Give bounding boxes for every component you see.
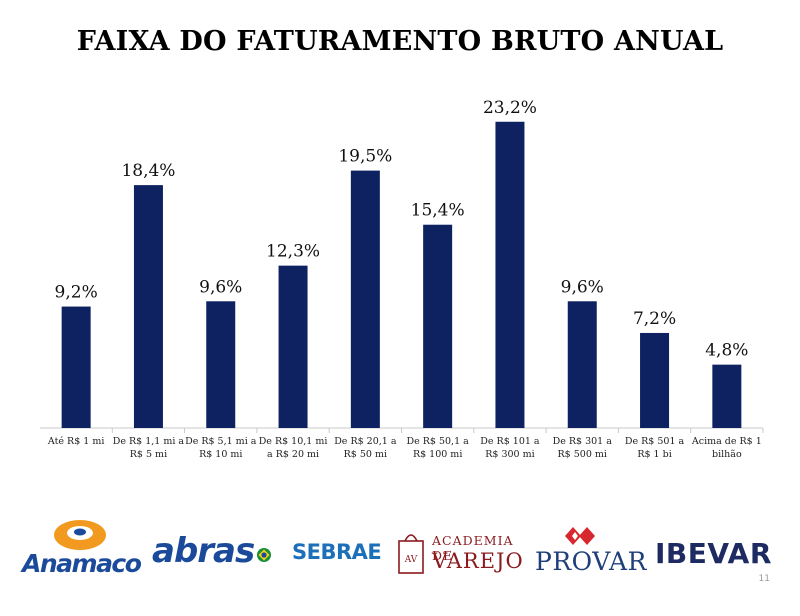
academia-bottom-text: VAREJO [432,549,524,573]
bar [423,224,453,428]
data-label: 9,6% [199,277,242,297]
abras-wordmark: abras [152,531,255,571]
sebrae-logo: SEBRAE [292,528,382,598]
academia-top-text: ACADEMIA DE [432,533,514,563]
page-number: 11 [758,574,770,584]
data-label: 19,5% [338,147,392,167]
data-label: 7,2% [633,309,676,329]
bar [712,364,742,428]
category-label: De R$ 5,1 mi a R$ 10 mi [185,436,257,460]
brazil-flag-icon [257,548,271,562]
provar-logo: PROVAR [535,523,647,593]
category-label: De R$ 101 a R$ 300 mi [480,436,540,460]
page-title: FAIXA DO FATURAMENTO BRUTO ANUAL [76,26,724,57]
provar-wordmark: PROVAR [535,547,647,576]
data-label: 9,6% [561,277,604,297]
anamaco-emblem-icon [54,520,106,550]
category-label: De R$ 301 a R$ 500 mi [553,436,613,460]
ibevar-logo: IBEVAR [655,529,780,599]
data-label: 18,4% [121,161,175,181]
bar [133,185,163,428]
bar-chart: 9,2% Até R$ 1 mi 18,4% De R$ 1,1 mi a R$ 5 m… [40,98,764,460]
data-label: 9,2% [55,283,98,303]
bar [61,306,91,428]
bar [567,301,597,428]
category-label: De R$ 10,1 mi a R$ 20 mi [259,436,328,460]
sebrae-wordmark: SEBRAE [292,540,382,564]
category-label: De R$ 50,1 a R$ 100 mi [406,436,469,460]
category-label: De R$ 20,1 a R$ 50 mi [334,436,397,460]
category-label: De R$ 501 a R$ 1 bi [625,436,685,460]
bar [278,265,308,428]
data-label: 23,2% [483,98,537,118]
bar [495,121,525,428]
bar [350,170,380,428]
shopping-bag-icon: AV [398,534,424,574]
anamaco-logo: Anamaco [22,515,142,585]
sponsor-logos: Anamaco abras SEBRAE AV ACADEMIA DE VARE… [0,515,800,585]
academia-de-varejo-logo: AV ACADEMIA DE VAREJO [396,523,526,593]
provar-emblem-icon [565,527,595,545]
anamaco-wordmark: Anamaco [22,549,142,578]
category-label: Acima de R$ 1 bilhão [691,436,762,460]
bar [206,301,236,428]
data-label: 12,3% [266,242,320,262]
category-label: De R$ 1,1 mi a R$ 5 mi [113,436,185,460]
abras-logo: abras [152,525,277,595]
data-label: 15,4% [411,201,465,221]
category-label: Até R$ 1 mi [47,436,104,447]
data-label: 4,8% [705,341,748,361]
bar [640,332,670,428]
ibevar-wordmark: IBEVAR [655,537,772,570]
academia-badge-text: AV [404,555,418,565]
